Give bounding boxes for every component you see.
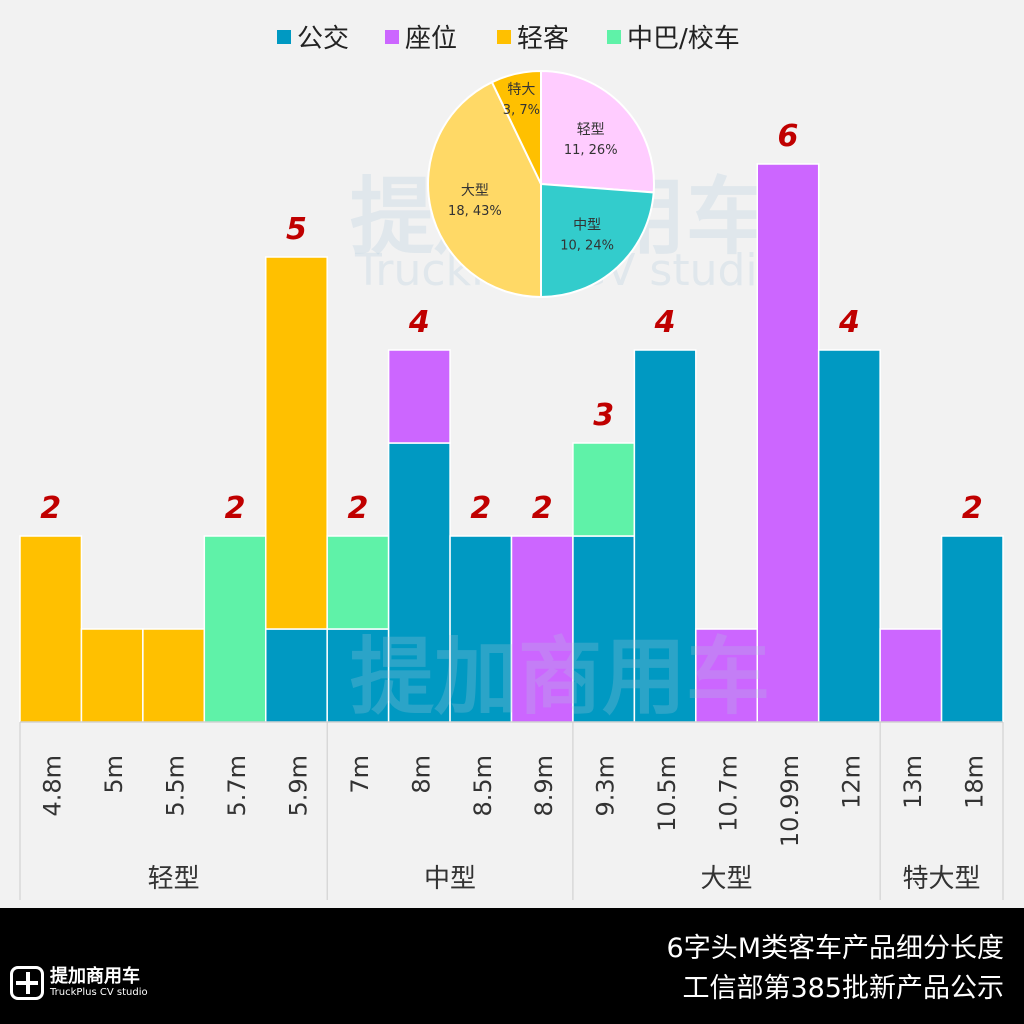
pie-slice-value: 11, 26%	[564, 143, 618, 158]
category-tick-label: 10.99m	[776, 755, 804, 847]
bar-segment	[633, 349, 697, 723]
group-label: 特大型	[903, 864, 981, 894]
category-tick-label: 5m	[100, 755, 128, 794]
category-tick-label: 12m	[837, 755, 865, 809]
total-label: 2	[347, 491, 368, 526]
group-label: 大型	[701, 864, 753, 894]
bar-segment	[203, 535, 267, 723]
total-label: 2	[962, 491, 983, 526]
total-label: 2	[225, 491, 246, 526]
category-tick-label: 13m	[899, 755, 927, 809]
bar-segment	[142, 628, 206, 723]
category-tick-label: 4.8m	[39, 755, 67, 817]
total-label: 2	[470, 491, 491, 526]
category-tick-label: 5.5m	[162, 755, 190, 817]
category-tick-label: 8.5m	[469, 755, 497, 817]
bar-segment	[265, 256, 328, 630]
pie-slice	[490, 69, 542, 185]
total-label: 4	[408, 305, 430, 340]
bar-segment	[572, 442, 636, 537]
legend-swatch	[277, 30, 291, 44]
category-tick-label: 8m	[407, 755, 435, 794]
legend-swatch	[497, 30, 511, 44]
legend-label: 公交	[297, 24, 349, 54]
legend-label: 座位	[405, 24, 457, 54]
pie-slice-label: 中型	[573, 218, 601, 234]
pie-slice-value: 18, 43%	[448, 204, 502, 219]
group-label: 轻型	[148, 864, 200, 894]
pie-slice-value: 10, 24%	[560, 239, 614, 254]
logo-en-text: TruckPlus CV studio	[50, 987, 148, 998]
bar-segment	[572, 535, 636, 723]
bar-segment	[756, 163, 820, 723]
total-label: 4	[838, 305, 860, 340]
legend-label: 中巴/校车	[627, 24, 740, 54]
pie-slice	[540, 182, 655, 299]
legend-label: 轻客	[517, 24, 569, 54]
total-label: 6	[778, 119, 799, 154]
total-label: 3	[593, 398, 614, 433]
pie-slice	[540, 69, 655, 194]
bar-segment	[510, 535, 574, 723]
category-tick-label: 10.7m	[715, 755, 743, 832]
footer-bar: 6字头M类客车产品细分长度 工信部第385批新产品公示	[0, 908, 1024, 1024]
pie-slice-label: 轻型	[577, 122, 605, 138]
total-label: 2	[40, 491, 61, 526]
logo-icon	[10, 966, 44, 1000]
category-tick-label: 5.9m	[284, 755, 312, 817]
pie-slice	[427, 80, 542, 299]
bar-segment	[940, 535, 1004, 723]
bar-segment	[19, 535, 83, 723]
bar-segment	[80, 628, 144, 723]
total-label: 2	[532, 491, 553, 526]
bar-segment	[387, 442, 451, 723]
category-tick-label: 10.5m	[653, 755, 681, 832]
bar-segment	[695, 628, 758, 723]
pie-slice-label: 大型	[461, 183, 489, 199]
group-label: 中型	[424, 864, 476, 894]
bar-segment	[817, 349, 881, 723]
bar-segment	[326, 628, 390, 723]
total-label: 4	[654, 305, 676, 340]
bar-segment	[387, 349, 451, 444]
bar-segment	[265, 628, 328, 723]
bar-segment	[449, 535, 513, 723]
footer-title-line2: 工信部第385批新产品公示	[682, 973, 1004, 1004]
pie-slice-label: 特大	[507, 82, 535, 98]
pie-slice-value: 3, 7%	[503, 103, 540, 118]
legend-swatch	[385, 30, 399, 44]
footer-title-line1: 6字头M类客车产品细分长度	[666, 933, 1004, 964]
legend-swatch	[607, 30, 621, 44]
bar-segment	[326, 535, 390, 630]
category-tick-label: 18m	[960, 755, 988, 809]
category-tick-label: 5.7m	[223, 755, 251, 817]
bar-segment	[879, 628, 943, 723]
category-tick-label: 7m	[346, 755, 374, 794]
category-tick-label: 9.3m	[592, 755, 620, 817]
brand-logo: 提加商用车 TruckPlus CV studio	[10, 966, 148, 1000]
logo-cn-text: 提加商用车	[50, 966, 140, 987]
category-tick-label: 8.9m	[530, 755, 558, 817]
total-label: 5	[286, 212, 307, 247]
stacked-bar-chart: 2 4.8m 5m 5.5m 2 5.7m 5 5.9m 2 7m 4 8m 2 8.5m 2 8.9m 3 9.…	[19, 24, 1004, 900]
